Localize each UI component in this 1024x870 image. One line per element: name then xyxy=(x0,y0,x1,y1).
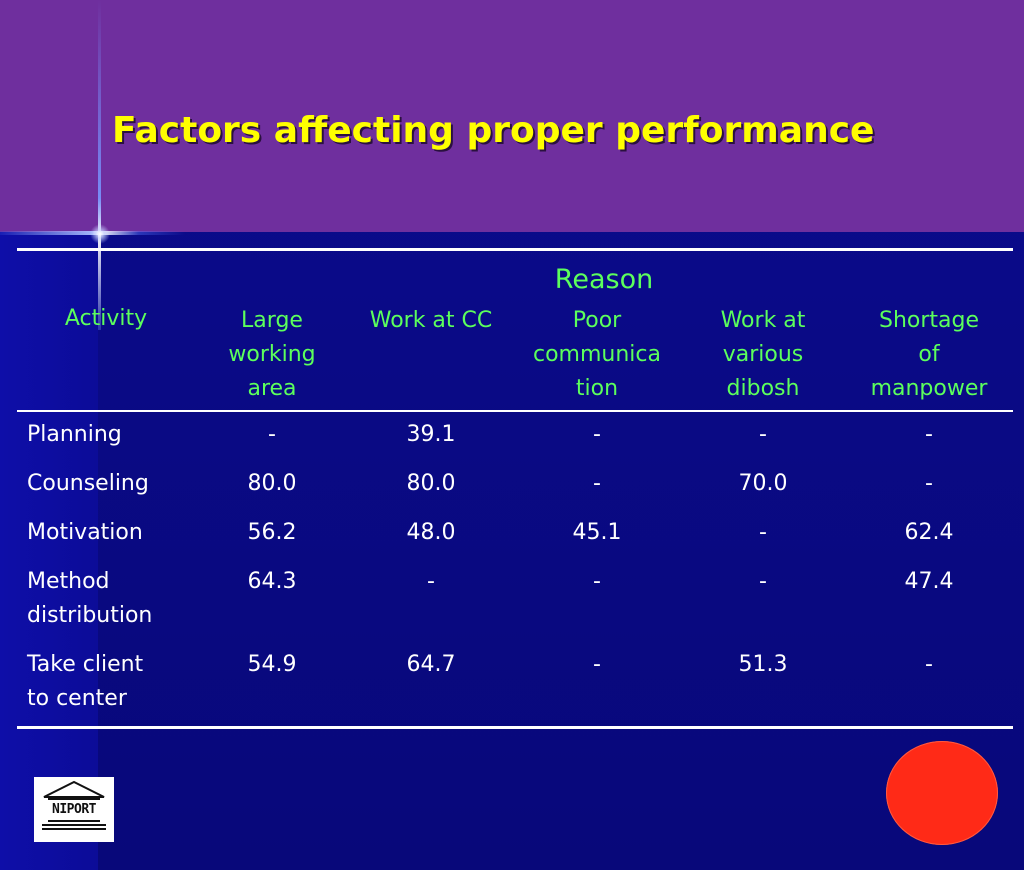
value-cell: 64.7 xyxy=(406,652,456,677)
table-row: Method distribution 64.3 - - - 47.4 xyxy=(17,559,1013,642)
activity-cell: Method distribution xyxy=(27,569,153,628)
red-circle-decoration xyxy=(886,741,998,845)
value-cell: - xyxy=(759,520,767,545)
value-cell: 54.9 xyxy=(247,652,297,677)
value-cell: 48.0 xyxy=(406,520,456,545)
value-cell: 47.4 xyxy=(904,569,954,594)
value-cell: - xyxy=(593,652,601,677)
table-row: Take client to center 54.9 64.7 - 51.3 - xyxy=(17,642,1013,728)
sparkle-accent xyxy=(90,224,110,244)
value-cell: - xyxy=(427,569,435,594)
value-cell: - xyxy=(759,422,767,447)
column-header-work-at-various-dibosh: Work at various dibosh xyxy=(720,308,806,401)
value-cell: - xyxy=(593,422,601,447)
activity-cell: Planning xyxy=(27,422,122,447)
table-group-header-row: Activity Reason xyxy=(17,250,1013,331)
factors-table: Activity Reason Large working area Work … xyxy=(17,248,1013,729)
column-header-shortage-of-manpower: Shortage of manpower xyxy=(870,308,988,401)
activity-header: Activity xyxy=(64,305,148,331)
activity-cell: Motivation xyxy=(27,520,143,545)
activity-cell: Take client to center xyxy=(27,652,144,711)
value-cell: 62.4 xyxy=(904,520,954,545)
table-row: Motivation 56.2 48.0 45.1 - 62.4 xyxy=(17,510,1013,559)
niport-logo: NIPORT xyxy=(34,777,114,842)
value-cell: - xyxy=(925,422,933,447)
value-cell: 45.1 xyxy=(572,520,622,545)
reason-header: Reason xyxy=(554,264,654,295)
value-cell: - xyxy=(759,569,767,594)
column-header-large-working-area: Large working area xyxy=(228,308,316,401)
value-cell: - xyxy=(268,422,276,447)
logo-text: NIPORT xyxy=(52,802,96,817)
header-band xyxy=(0,0,1024,232)
left-band xyxy=(0,232,98,870)
value-cell: - xyxy=(925,471,933,496)
value-cell: 39.1 xyxy=(406,422,456,447)
column-header-work-at-cc: Work at CC xyxy=(369,308,493,333)
value-cell: - xyxy=(593,471,601,496)
table-column-header-row: Large working area Work at CC Poor commu… xyxy=(17,304,1013,411)
value-cell: 80.0 xyxy=(247,471,297,496)
value-cell: 80.0 xyxy=(406,471,456,496)
table-row: Counseling 80.0 80.0 - 70.0 - xyxy=(17,461,1013,510)
value-cell: 64.3 xyxy=(247,569,297,594)
institution-building-icon xyxy=(42,780,106,830)
activity-cell: Counseling xyxy=(27,471,149,496)
table-row: Planning - 39.1 - - - xyxy=(17,411,1013,461)
vertical-accent-line xyxy=(98,0,101,330)
value-cell: 56.2 xyxy=(247,520,297,545)
column-header-poor-communication: Poor communica tion xyxy=(533,308,661,401)
value-cell: - xyxy=(593,569,601,594)
value-cell: - xyxy=(925,652,933,677)
value-cell: 51.3 xyxy=(738,652,788,677)
slide-title: Factors affecting proper performance xyxy=(112,110,875,151)
value-cell: 70.0 xyxy=(738,471,788,496)
